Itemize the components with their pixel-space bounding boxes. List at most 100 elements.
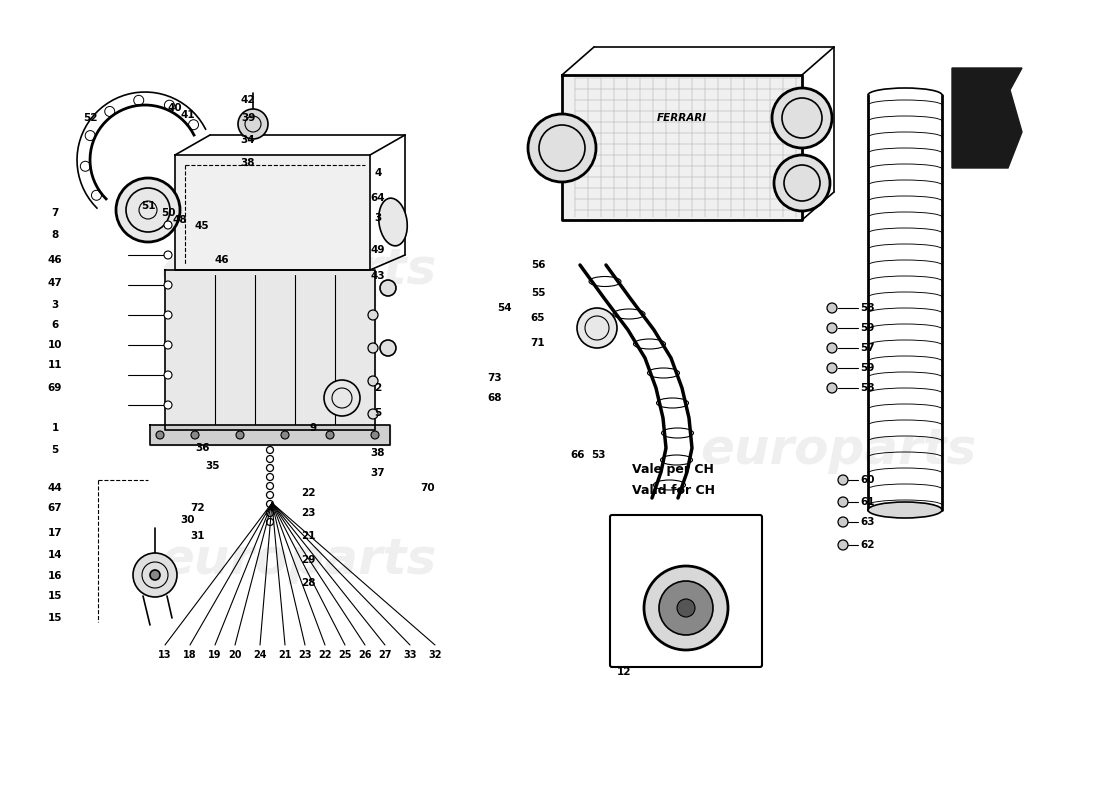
Text: 66: 66 bbox=[571, 450, 585, 460]
Text: 65: 65 bbox=[530, 313, 546, 323]
Circle shape bbox=[827, 363, 837, 373]
Text: 62: 62 bbox=[860, 540, 875, 550]
Circle shape bbox=[164, 341, 172, 349]
Text: 15: 15 bbox=[47, 613, 63, 623]
Text: 9: 9 bbox=[309, 423, 317, 433]
Text: 13: 13 bbox=[158, 650, 172, 660]
Circle shape bbox=[150, 570, 160, 580]
Text: 39: 39 bbox=[241, 113, 255, 123]
Text: 20: 20 bbox=[229, 650, 242, 660]
Circle shape bbox=[838, 475, 848, 485]
Ellipse shape bbox=[378, 198, 407, 246]
Text: 38: 38 bbox=[371, 448, 385, 458]
Text: 32: 32 bbox=[428, 650, 442, 660]
Polygon shape bbox=[150, 425, 390, 445]
Circle shape bbox=[164, 221, 172, 229]
Text: 14: 14 bbox=[47, 550, 63, 560]
Circle shape bbox=[827, 323, 837, 333]
Text: 58: 58 bbox=[860, 303, 875, 313]
Text: 24: 24 bbox=[253, 650, 266, 660]
Text: 54: 54 bbox=[497, 303, 513, 313]
Text: 38: 38 bbox=[241, 158, 255, 168]
Polygon shape bbox=[562, 75, 802, 220]
Text: 46: 46 bbox=[214, 255, 229, 265]
Text: 49: 49 bbox=[371, 245, 385, 255]
Text: 60: 60 bbox=[860, 475, 875, 485]
Circle shape bbox=[379, 280, 396, 296]
Text: 5: 5 bbox=[374, 408, 382, 418]
Text: 46: 46 bbox=[47, 255, 63, 265]
Text: 69: 69 bbox=[47, 383, 63, 393]
Text: 1: 1 bbox=[52, 423, 58, 433]
Circle shape bbox=[838, 497, 848, 507]
Text: 48: 48 bbox=[173, 215, 187, 225]
Text: 47: 47 bbox=[47, 278, 63, 288]
Text: 5: 5 bbox=[52, 445, 58, 455]
Circle shape bbox=[838, 540, 848, 550]
Text: Vale per CH: Vale per CH bbox=[632, 463, 714, 477]
Text: Valid for CH: Valid for CH bbox=[632, 483, 715, 497]
Text: 23: 23 bbox=[300, 508, 316, 518]
Text: 3: 3 bbox=[374, 213, 382, 223]
Text: 22: 22 bbox=[300, 488, 316, 498]
Text: 64: 64 bbox=[371, 193, 385, 203]
Text: 3: 3 bbox=[52, 300, 58, 310]
Text: 36: 36 bbox=[196, 443, 210, 453]
Circle shape bbox=[528, 114, 596, 182]
Circle shape bbox=[326, 431, 334, 439]
Circle shape bbox=[368, 310, 378, 320]
Text: 56: 56 bbox=[530, 260, 546, 270]
Text: 57: 57 bbox=[860, 343, 875, 353]
Circle shape bbox=[238, 109, 268, 139]
Polygon shape bbox=[175, 155, 370, 270]
Text: 22: 22 bbox=[318, 650, 332, 660]
Text: 44: 44 bbox=[47, 483, 63, 493]
Circle shape bbox=[236, 431, 244, 439]
Circle shape bbox=[164, 281, 172, 289]
Circle shape bbox=[368, 343, 378, 353]
Circle shape bbox=[827, 383, 837, 393]
Text: 18: 18 bbox=[184, 650, 197, 660]
Text: 41: 41 bbox=[180, 110, 196, 120]
Text: 71: 71 bbox=[530, 338, 546, 348]
Text: 73: 73 bbox=[487, 373, 503, 383]
Text: 31: 31 bbox=[190, 531, 206, 541]
Circle shape bbox=[368, 409, 378, 419]
Text: 37: 37 bbox=[371, 468, 385, 478]
Text: 52: 52 bbox=[82, 113, 97, 123]
Ellipse shape bbox=[868, 502, 942, 518]
Text: 21: 21 bbox=[300, 531, 316, 541]
Circle shape bbox=[774, 155, 830, 211]
Circle shape bbox=[578, 308, 617, 348]
Circle shape bbox=[371, 431, 380, 439]
Circle shape bbox=[379, 340, 396, 356]
Text: 19: 19 bbox=[208, 650, 222, 660]
Circle shape bbox=[116, 178, 180, 242]
Circle shape bbox=[156, 431, 164, 439]
Text: 45: 45 bbox=[195, 221, 209, 231]
Text: 58: 58 bbox=[860, 383, 875, 393]
Text: 16: 16 bbox=[47, 571, 63, 581]
Text: 12: 12 bbox=[617, 667, 631, 677]
Circle shape bbox=[324, 380, 360, 416]
Text: 43: 43 bbox=[371, 271, 385, 281]
Text: 61: 61 bbox=[860, 497, 875, 507]
Text: 26: 26 bbox=[359, 650, 372, 660]
Circle shape bbox=[191, 431, 199, 439]
Text: 34: 34 bbox=[241, 135, 255, 145]
Text: 33: 33 bbox=[404, 650, 417, 660]
Circle shape bbox=[368, 376, 378, 386]
Circle shape bbox=[827, 343, 837, 353]
Text: 50: 50 bbox=[161, 208, 175, 218]
Text: 21: 21 bbox=[278, 650, 292, 660]
Circle shape bbox=[659, 581, 713, 635]
Circle shape bbox=[164, 371, 172, 379]
Circle shape bbox=[164, 251, 172, 259]
Text: 10: 10 bbox=[47, 340, 63, 350]
Text: FERRARI: FERRARI bbox=[657, 113, 707, 123]
Text: europarts: europarts bbox=[160, 246, 437, 294]
Circle shape bbox=[838, 517, 848, 527]
FancyBboxPatch shape bbox=[610, 515, 762, 667]
Text: 28: 28 bbox=[300, 578, 316, 588]
Circle shape bbox=[644, 566, 728, 650]
